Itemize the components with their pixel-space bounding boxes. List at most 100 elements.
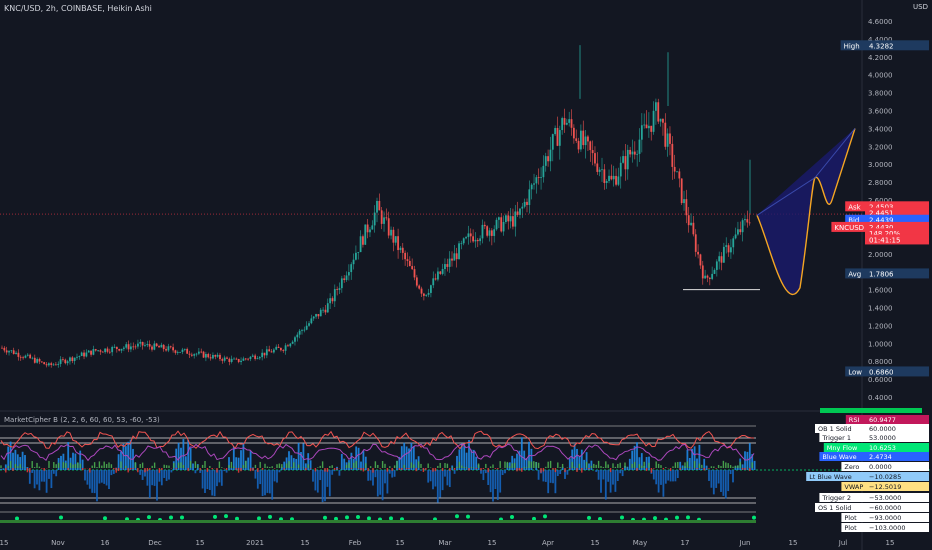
candle-body bbox=[483, 224, 486, 227]
price-tick-label: 4.6000 bbox=[868, 18, 893, 26]
time-tick-label: 15 bbox=[196, 539, 205, 547]
price-label-name: Low bbox=[848, 368, 862, 376]
candle-body bbox=[722, 246, 725, 263]
signal-dot bbox=[235, 516, 239, 521]
candle-body bbox=[732, 238, 735, 248]
candle-body bbox=[338, 288, 341, 290]
signal-dot bbox=[752, 515, 756, 520]
price-label-tag bbox=[831, 221, 865, 232]
price-label-tag bbox=[845, 366, 865, 377]
candle-body bbox=[605, 181, 608, 183]
candle-body bbox=[277, 346, 280, 348]
time-tick-label: 15 bbox=[301, 539, 310, 547]
candle-body bbox=[664, 122, 667, 147]
candle-body bbox=[523, 201, 526, 207]
candle-body bbox=[397, 236, 399, 251]
price-label-box bbox=[865, 268, 929, 279]
candle-body bbox=[55, 364, 57, 366]
candle-body bbox=[558, 130, 561, 146]
candle-body bbox=[629, 149, 632, 155]
projection-upper-line bbox=[756, 128, 856, 216]
indicator-label-box bbox=[865, 433, 929, 442]
price-label-tag bbox=[845, 214, 865, 225]
candle-body bbox=[181, 349, 184, 352]
candle-body bbox=[85, 352, 88, 357]
indicator-label-box bbox=[865, 513, 929, 522]
candle-body bbox=[10, 350, 13, 352]
candle-body bbox=[737, 229, 739, 235]
candle-body bbox=[76, 356, 78, 358]
price-label-value: 0.6860 bbox=[869, 368, 894, 376]
indicator-label-tag bbox=[841, 462, 865, 471]
candle-body bbox=[176, 352, 179, 353]
candle-body bbox=[324, 309, 327, 313]
price-label-value: 4.3282 bbox=[869, 42, 894, 50]
candle-body bbox=[570, 119, 573, 128]
candle-body bbox=[366, 224, 369, 233]
signal-dot bbox=[356, 514, 360, 519]
price-tick-label: 2.8000 bbox=[868, 179, 893, 187]
candle-body bbox=[701, 265, 704, 279]
candle-body bbox=[139, 341, 142, 344]
candle-body bbox=[514, 211, 517, 227]
price-label-name: Bid bbox=[848, 217, 859, 225]
candle-body bbox=[291, 341, 294, 344]
candle-body bbox=[399, 247, 402, 251]
candle-body bbox=[209, 357, 212, 359]
candle-body bbox=[694, 234, 697, 252]
candle-body bbox=[202, 351, 205, 358]
indicator-label-value: 2.4734 bbox=[869, 453, 892, 461]
price-tick-label: 3.2000 bbox=[868, 143, 893, 151]
candle-body bbox=[183, 348, 186, 350]
price-label-value: 2.4503 bbox=[869, 203, 894, 211]
indicator-label-tag bbox=[845, 415, 865, 424]
time-tick-label: 15 bbox=[591, 539, 600, 547]
candle-body bbox=[251, 355, 254, 357]
signal-dot bbox=[345, 515, 349, 520]
indicator-label-value: 60.0000 bbox=[869, 425, 896, 433]
candle-body bbox=[638, 139, 641, 154]
candle-body bbox=[212, 354, 214, 359]
price-tick-label: 1.2000 bbox=[868, 322, 893, 330]
indicator-label-value: 53.0000 bbox=[869, 434, 896, 442]
candle-body bbox=[97, 350, 99, 352]
indicator-label-tag bbox=[841, 513, 865, 522]
indicator-label-value: −10.0285 bbox=[869, 473, 901, 481]
time-tick-label: 16 bbox=[101, 539, 110, 547]
candle-body bbox=[727, 245, 730, 253]
time-tick-label: Mar bbox=[438, 539, 451, 547]
indicator-label-tag bbox=[841, 482, 865, 491]
candle-body bbox=[444, 264, 446, 270]
indicator-label-name: Trigger 2 bbox=[821, 494, 851, 502]
candle-body bbox=[556, 128, 559, 146]
price-label-box bbox=[865, 228, 929, 239]
candle-body bbox=[207, 354, 210, 358]
signal-dot bbox=[543, 514, 547, 519]
price-tick-label: 3.6000 bbox=[868, 108, 893, 116]
candle-body bbox=[15, 352, 17, 354]
candle-body bbox=[706, 275, 709, 278]
candle-body bbox=[697, 251, 699, 255]
indicator-label-name: Plot bbox=[844, 514, 857, 522]
candle-body bbox=[345, 275, 348, 280]
candle-body bbox=[678, 171, 681, 179]
candle-body bbox=[502, 222, 505, 232]
candle-body bbox=[544, 156, 547, 166]
candle-body bbox=[73, 357, 76, 362]
candle-body bbox=[603, 169, 606, 183]
candle-body bbox=[118, 349, 121, 351]
candle-body bbox=[310, 318, 313, 324]
candle-body bbox=[432, 278, 435, 286]
candle-body bbox=[390, 229, 392, 236]
candle-body bbox=[589, 141, 592, 151]
candle-body bbox=[462, 238, 465, 244]
projection-area bbox=[757, 128, 855, 295]
candle-body bbox=[380, 210, 383, 224]
indicator-label-box bbox=[865, 424, 929, 433]
candle-body bbox=[125, 344, 128, 348]
candle-body bbox=[713, 269, 716, 274]
candle-body bbox=[92, 349, 95, 355]
candle-body bbox=[40, 361, 43, 363]
signal-dot bbox=[466, 514, 470, 519]
